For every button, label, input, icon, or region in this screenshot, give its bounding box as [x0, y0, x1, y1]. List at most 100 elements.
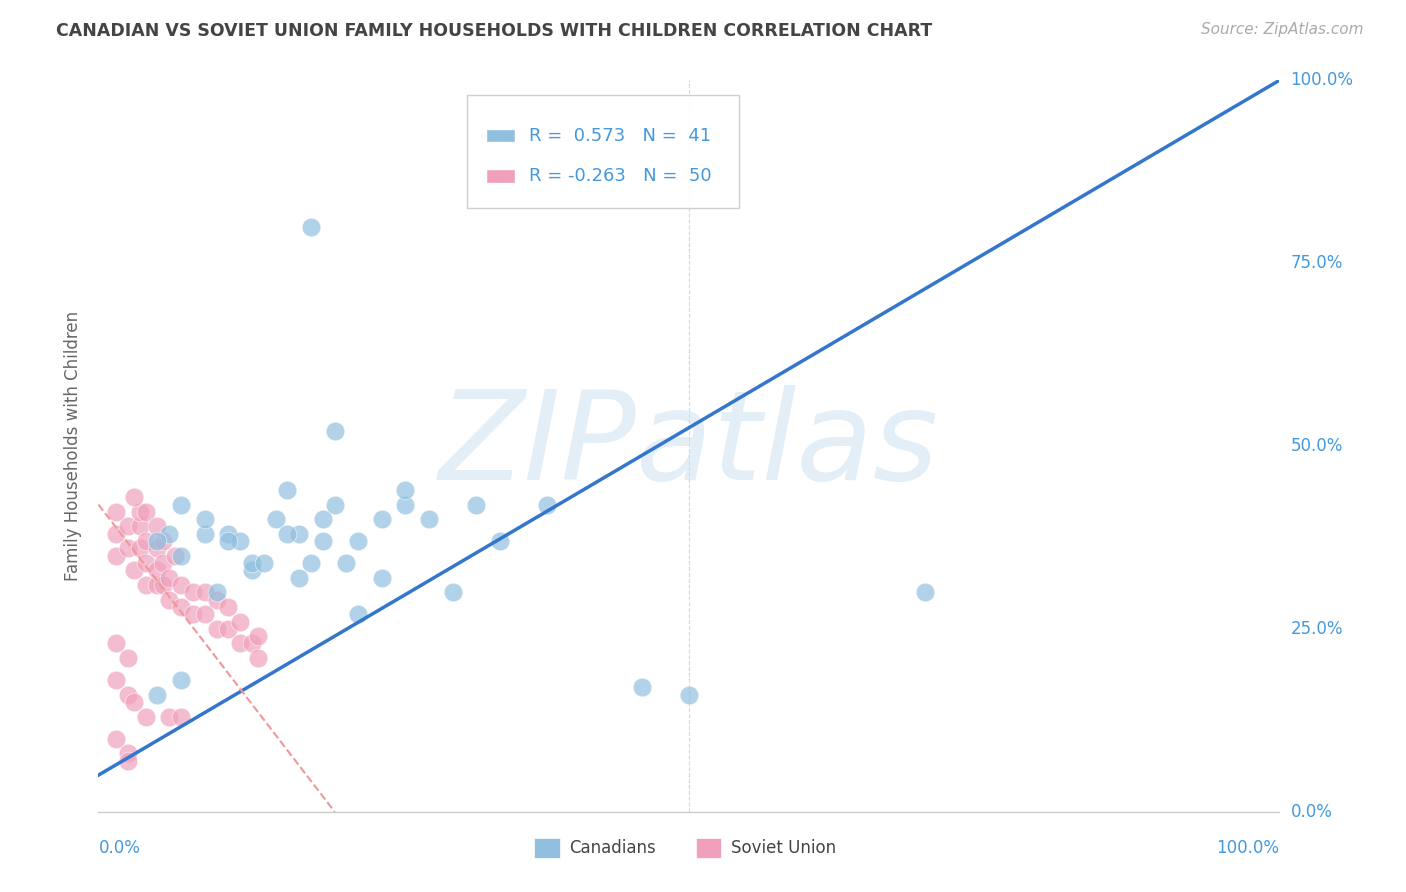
Point: [217, 534, 239, 549]
Point: [394, 483, 416, 497]
Point: [194, 526, 217, 541]
Point: [122, 490, 145, 504]
Point: [217, 622, 239, 636]
Point: [418, 512, 440, 526]
Point: [146, 563, 169, 577]
Point: [157, 592, 180, 607]
Point: [240, 563, 263, 577]
Point: [229, 636, 252, 650]
Point: [253, 556, 276, 570]
Point: [288, 571, 311, 585]
Point: [312, 534, 335, 549]
Point: [246, 629, 269, 643]
Text: ZIPatlas: ZIPatlas: [439, 385, 939, 507]
Point: [276, 526, 298, 541]
Point: [299, 556, 322, 570]
Point: [170, 549, 193, 563]
Point: [135, 709, 157, 723]
Text: 50.0%: 50.0%: [1291, 437, 1343, 455]
Point: [217, 599, 239, 614]
Text: CANADIAN VS SOVIET UNION FAMILY HOUSEHOLDS WITH CHILDREN CORRELATION CHART: CANADIAN VS SOVIET UNION FAMILY HOUSEHOL…: [56, 22, 932, 40]
Point: [117, 688, 139, 702]
Point: [914, 585, 936, 599]
Text: 25.0%: 25.0%: [1291, 620, 1343, 638]
Point: [135, 534, 157, 549]
Point: [128, 541, 150, 556]
Point: [394, 498, 416, 512]
Point: [170, 673, 193, 687]
Point: [122, 695, 145, 709]
FancyBboxPatch shape: [486, 169, 516, 183]
Point: [217, 526, 239, 541]
Point: [135, 578, 157, 592]
Point: [135, 556, 157, 570]
Point: [146, 541, 169, 556]
Point: [371, 571, 394, 585]
Point: [152, 556, 174, 570]
Text: R =  0.573   N =  41: R = 0.573 N = 41: [530, 127, 711, 145]
Point: [347, 607, 370, 622]
Point: [146, 578, 169, 592]
Point: [323, 425, 346, 439]
Point: [299, 219, 322, 234]
Point: [105, 731, 128, 746]
Text: R = -0.263   N =  50: R = -0.263 N = 50: [530, 167, 711, 186]
Text: 0.0%: 0.0%: [98, 839, 141, 857]
Point: [157, 709, 180, 723]
Point: [465, 498, 488, 512]
Point: [205, 622, 228, 636]
Point: [165, 549, 187, 563]
Point: [276, 483, 298, 497]
Point: [105, 673, 128, 687]
Point: [170, 599, 193, 614]
FancyBboxPatch shape: [486, 128, 516, 143]
Point: [105, 526, 128, 541]
Point: [146, 688, 169, 702]
Point: [170, 498, 193, 512]
Point: [117, 519, 139, 533]
Point: [264, 512, 287, 526]
Point: [105, 549, 128, 563]
Point: [170, 578, 193, 592]
Point: [335, 556, 357, 570]
FancyBboxPatch shape: [467, 95, 738, 209]
Point: [181, 607, 204, 622]
Point: [146, 534, 169, 549]
Text: Canadians: Canadians: [569, 839, 657, 857]
Point: [194, 607, 217, 622]
Point: [170, 709, 193, 723]
Point: [371, 512, 394, 526]
Text: 0.0%: 0.0%: [1291, 803, 1333, 821]
Text: 100.0%: 100.0%: [1216, 839, 1279, 857]
Point: [157, 526, 180, 541]
Point: [146, 519, 169, 533]
Point: [128, 505, 150, 519]
Point: [194, 585, 217, 599]
Point: [229, 615, 252, 629]
Point: [240, 636, 263, 650]
Point: [489, 534, 512, 549]
Point: [117, 746, 139, 760]
Point: [630, 681, 652, 695]
Point: [246, 651, 269, 665]
Text: Soviet Union: Soviet Union: [731, 839, 837, 857]
Point: [312, 512, 335, 526]
Point: [347, 534, 370, 549]
Y-axis label: Family Households with Children: Family Households with Children: [63, 311, 82, 581]
Point: [441, 585, 464, 599]
Point: [135, 505, 157, 519]
Point: [117, 541, 139, 556]
Point: [181, 585, 204, 599]
Point: [288, 526, 311, 541]
Point: [105, 636, 128, 650]
Point: [152, 534, 174, 549]
Text: 100.0%: 100.0%: [1291, 71, 1354, 89]
Point: [157, 571, 180, 585]
Point: [205, 592, 228, 607]
Point: [205, 585, 228, 599]
Point: [536, 498, 558, 512]
Point: [117, 754, 139, 768]
Point: [229, 534, 252, 549]
Text: 75.0%: 75.0%: [1291, 254, 1343, 272]
Point: [240, 556, 263, 570]
